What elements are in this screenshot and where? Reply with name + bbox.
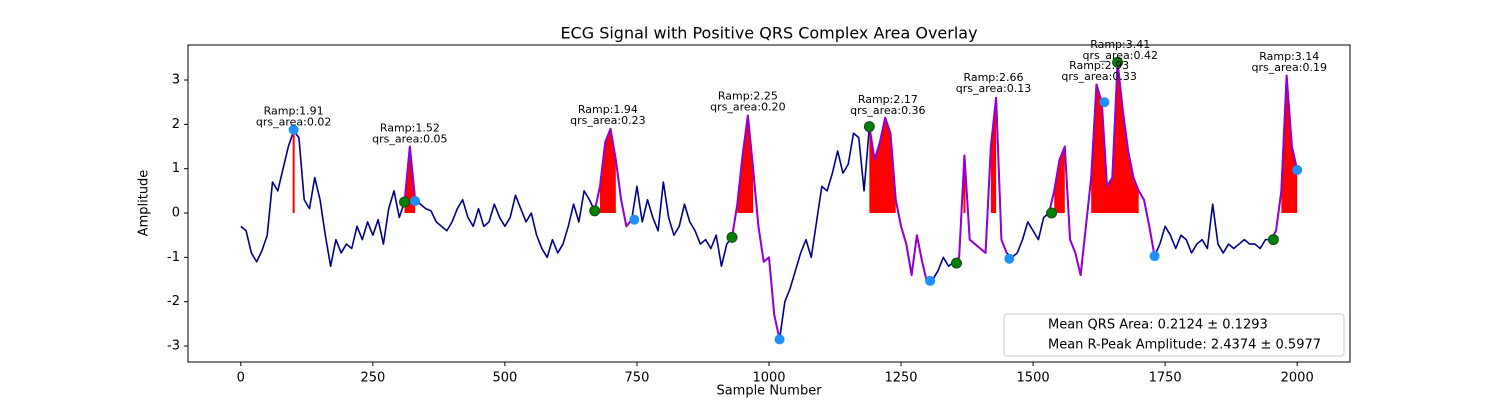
onset-point xyxy=(951,257,963,269)
qrs-line xyxy=(403,61,1299,340)
legend-entry: Mean QRS Area: 0.2124 ± 0.1293 xyxy=(1048,318,1268,333)
x-tick-label: 1250 xyxy=(884,371,917,386)
x-axis-label: Sample Number xyxy=(716,384,822,399)
offset-point xyxy=(925,275,936,286)
qrs-area xyxy=(869,117,896,214)
onset-point xyxy=(1046,207,1058,219)
y-tick-label: 3 xyxy=(172,73,180,88)
onset-point xyxy=(1267,234,1279,246)
y-tick-label: -1 xyxy=(167,250,180,265)
y-tick-label: 1 xyxy=(172,161,180,176)
y-tick-label: 0 xyxy=(172,206,180,221)
y-tick-label: 2 xyxy=(172,117,180,132)
offset-point xyxy=(1099,97,1110,108)
chart-title: ECG Signal with Positive QRS Complex Are… xyxy=(560,24,977,43)
annotation: Ramp:1.91 xyxy=(264,104,324,117)
annotation: qrs_area:0.42 xyxy=(1083,49,1158,62)
offset-point xyxy=(1004,253,1015,264)
x-tick-label: 2000 xyxy=(1281,371,1314,386)
x-tick-label: 1500 xyxy=(1017,371,1050,386)
annotation: Ramp:3.41 xyxy=(1090,38,1150,51)
offset-point xyxy=(1149,251,1160,262)
offset-point xyxy=(410,196,421,207)
annotation: qrs_area:0.13 xyxy=(956,82,1031,95)
y-tick-label: -3 xyxy=(167,339,180,354)
annotation: qrs_area:0.05 xyxy=(372,133,447,146)
offset-point xyxy=(1292,165,1303,176)
x-tick-label: 1000 xyxy=(752,371,785,386)
onset-point xyxy=(1112,56,1124,68)
annotation: qrs_area:0.36 xyxy=(850,104,925,117)
y-axis-label: Amplitude xyxy=(137,170,152,237)
x-tick-label: 250 xyxy=(360,371,385,386)
onset-point xyxy=(589,205,601,217)
annotation: qrs_area:0.02 xyxy=(256,115,331,128)
y-tick-label: -2 xyxy=(167,294,180,309)
offset-point xyxy=(774,334,785,345)
annotation: Ramp:2.17 xyxy=(858,93,918,106)
x-tick-label: 1750 xyxy=(1149,371,1182,386)
legend-box xyxy=(1003,313,1345,357)
annotation: qrs_area:0.19 xyxy=(1252,61,1327,74)
qrs-area xyxy=(599,128,616,214)
legend-entry: Mean R-Peak Amplitude: 2.4374 ± 0.5977 xyxy=(1048,338,1321,353)
annotation: Ramp:1.94 xyxy=(578,103,638,116)
annotation: Ramp:1.52 xyxy=(380,122,440,135)
x-tick-label: 0 xyxy=(237,371,245,386)
onset-point xyxy=(726,231,738,243)
annotation: Ramp:2.66 xyxy=(963,71,1023,84)
onset-point xyxy=(399,196,411,208)
qrs-area xyxy=(737,115,754,214)
qrs-area xyxy=(1054,146,1065,214)
annotation: Ramp:3.14 xyxy=(1259,50,1319,63)
annotation: qrs_area:0.33 xyxy=(1061,70,1136,83)
annotation: qrs_area:0.23 xyxy=(570,114,645,127)
qrs-area xyxy=(404,146,416,214)
x-tick-label: 500 xyxy=(492,371,517,386)
annotation: Ramp:2.93 xyxy=(1069,59,1129,72)
offset-point xyxy=(629,214,640,225)
x-tick-label: 750 xyxy=(625,371,650,386)
annotation: qrs_area:0.20 xyxy=(710,100,785,113)
annotation: Ramp:2.25 xyxy=(718,89,778,102)
onset-point xyxy=(863,121,875,133)
qrs-area xyxy=(990,97,997,214)
offset-point xyxy=(288,124,299,135)
